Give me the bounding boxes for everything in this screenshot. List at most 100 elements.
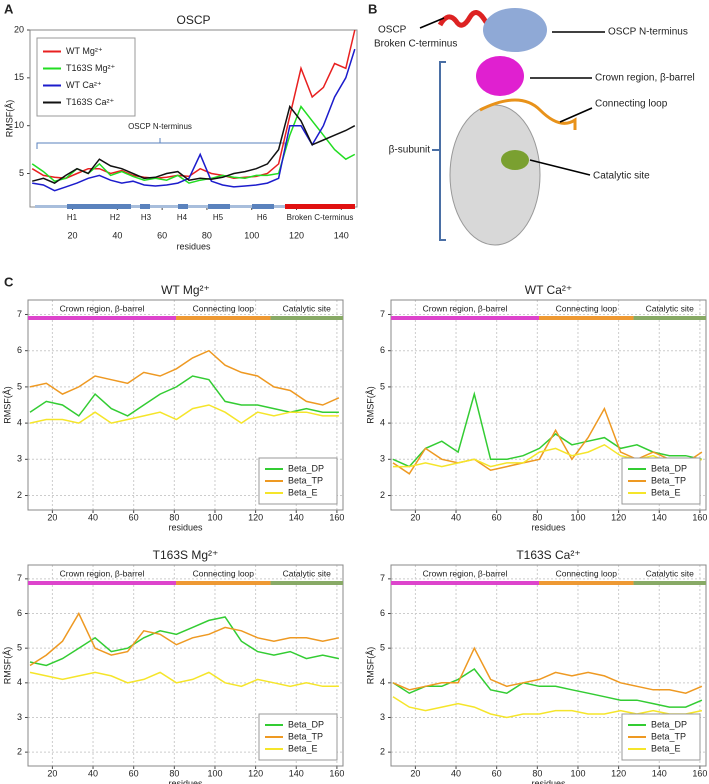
legend-label: Beta_E bbox=[288, 487, 318, 497]
region-bar bbox=[539, 316, 634, 320]
x-tick-label: 20 bbox=[410, 768, 420, 778]
y-tick-label: 7 bbox=[17, 309, 22, 319]
legend-label: WT Mg²⁺ bbox=[66, 46, 103, 56]
region-bar bbox=[176, 581, 271, 585]
series-line bbox=[392, 406, 703, 475]
x-tick-label: 140 bbox=[289, 768, 304, 778]
region-label: Catalytic site bbox=[646, 568, 694, 578]
y-tick-label: 3 bbox=[380, 454, 385, 464]
x-tick-label: 120 bbox=[611, 512, 626, 522]
y-tick-label: 4 bbox=[17, 417, 22, 427]
region-bar bbox=[28, 316, 177, 320]
y-tick-label: 5 bbox=[380, 643, 385, 653]
helix-bar bbox=[178, 204, 188, 209]
region-label: Connecting loop bbox=[556, 568, 618, 578]
region-label: Crown region, β-barrel bbox=[423, 568, 508, 578]
series-line bbox=[32, 104, 356, 184]
y-axis-label: RMSF(Å) bbox=[2, 647, 12, 685]
x-tick-label: 140 bbox=[652, 768, 667, 778]
x-tick-label: 40 bbox=[451, 768, 461, 778]
series-line bbox=[392, 668, 703, 708]
x-tick-label: 160 bbox=[329, 512, 344, 522]
legend-label: Beta_E bbox=[651, 743, 681, 753]
x-axis-label: residues bbox=[531, 778, 566, 784]
x-tick-label: 60 bbox=[129, 768, 139, 778]
helix-label: H2 bbox=[110, 213, 121, 222]
x-tick-label: 80 bbox=[202, 230, 212, 240]
series-line bbox=[29, 671, 339, 688]
catalytic-ribbon bbox=[501, 150, 529, 170]
y-tick-label: 3 bbox=[380, 712, 385, 722]
region-label: Crown region, β-barrel bbox=[60, 303, 145, 313]
y-tick-label: 7 bbox=[17, 573, 22, 583]
x-tick-label: 140 bbox=[652, 512, 667, 522]
x-tick-label: 80 bbox=[169, 512, 179, 522]
y-tick-label: 4 bbox=[380, 677, 385, 687]
series-line bbox=[392, 696, 703, 719]
y-axis-label: RMSF(Å) bbox=[365, 386, 375, 424]
y-tick-label: 2 bbox=[17, 747, 22, 757]
y-tick-label: 6 bbox=[380, 345, 385, 355]
x-tick-label: 160 bbox=[329, 768, 344, 778]
plot-frame bbox=[390, 299, 707, 511]
region-bar bbox=[28, 581, 177, 585]
panel-label: B bbox=[368, 1, 377, 16]
helix-bar bbox=[252, 204, 274, 209]
structure bbox=[419, 8, 605, 246]
legend-label: Beta_DP bbox=[288, 719, 324, 729]
arrows bbox=[419, 17, 605, 176]
x-tick-label: 20 bbox=[68, 230, 78, 240]
region-bar bbox=[633, 316, 706, 320]
segment-label: Broken C-terminus bbox=[287, 213, 354, 222]
helix-label: H1 bbox=[67, 213, 78, 222]
y-tick-label: 5 bbox=[17, 381, 22, 391]
x-tick-label: 60 bbox=[492, 512, 502, 522]
series-line bbox=[29, 616, 340, 667]
panel-label: C bbox=[4, 274, 14, 289]
x-tick-label: 100 bbox=[207, 768, 222, 778]
legend-label: Beta_TP bbox=[288, 731, 323, 741]
structure-label: OSCP N-terminus bbox=[608, 27, 688, 38]
beta-subunit-ribbon bbox=[449, 104, 541, 246]
x-tick-label: 40 bbox=[88, 768, 98, 778]
y-tick-label: 6 bbox=[17, 608, 22, 618]
region-bar bbox=[270, 316, 343, 320]
structure-label: Connecting loop bbox=[595, 99, 668, 110]
y-tick-label: 5 bbox=[19, 168, 24, 178]
chart-title: WT Mg²⁺ bbox=[161, 283, 210, 297]
structure-label: Broken C-terminus bbox=[374, 39, 457, 50]
legend-label: Beta_DP bbox=[288, 463, 324, 473]
plot-frame bbox=[27, 564, 344, 767]
x-tick-label: 120 bbox=[248, 768, 263, 778]
y-tick-label: 7 bbox=[380, 573, 385, 583]
x-tick-label: 60 bbox=[129, 512, 139, 522]
legend-label: Beta_TP bbox=[651, 475, 686, 485]
x-tick-label: 120 bbox=[611, 768, 626, 778]
y-tick-label: 15 bbox=[14, 72, 24, 82]
chart-title: OSCP bbox=[176, 13, 210, 27]
x-tick-label: 100 bbox=[244, 230, 259, 240]
segment-bar bbox=[285, 204, 355, 209]
region-label: Catalytic site bbox=[283, 568, 331, 578]
loop-ribbon bbox=[479, 98, 577, 130]
bracket bbox=[36, 138, 286, 149]
x-tick-label: 120 bbox=[289, 230, 304, 240]
x-tick-label: 140 bbox=[334, 230, 349, 240]
x-tick-label: 80 bbox=[169, 768, 179, 778]
y-tick-label: 6 bbox=[380, 608, 385, 618]
legend-label: T163S Mg²⁺ bbox=[66, 63, 116, 73]
bracket-label: OSCP N-terminus bbox=[128, 122, 192, 131]
helix-bar bbox=[140, 204, 150, 209]
structure-label: β-subunit bbox=[389, 145, 431, 156]
x-tick-label: 100 bbox=[207, 512, 222, 522]
y-tick-label: 10 bbox=[14, 120, 24, 130]
region-label: Crown region, β-barrel bbox=[423, 303, 508, 313]
y-tick-label: 4 bbox=[17, 677, 22, 687]
chart-title: T163S Ca²⁺ bbox=[516, 548, 580, 562]
structure-label: Crown region, β-barrel bbox=[595, 73, 695, 84]
legend-label: Beta_E bbox=[288, 743, 318, 753]
series-line bbox=[29, 611, 340, 667]
x-tick-label: 60 bbox=[492, 768, 502, 778]
legend-label: Beta_DP bbox=[651, 463, 687, 473]
n-terminus-ribbon bbox=[483, 8, 547, 52]
